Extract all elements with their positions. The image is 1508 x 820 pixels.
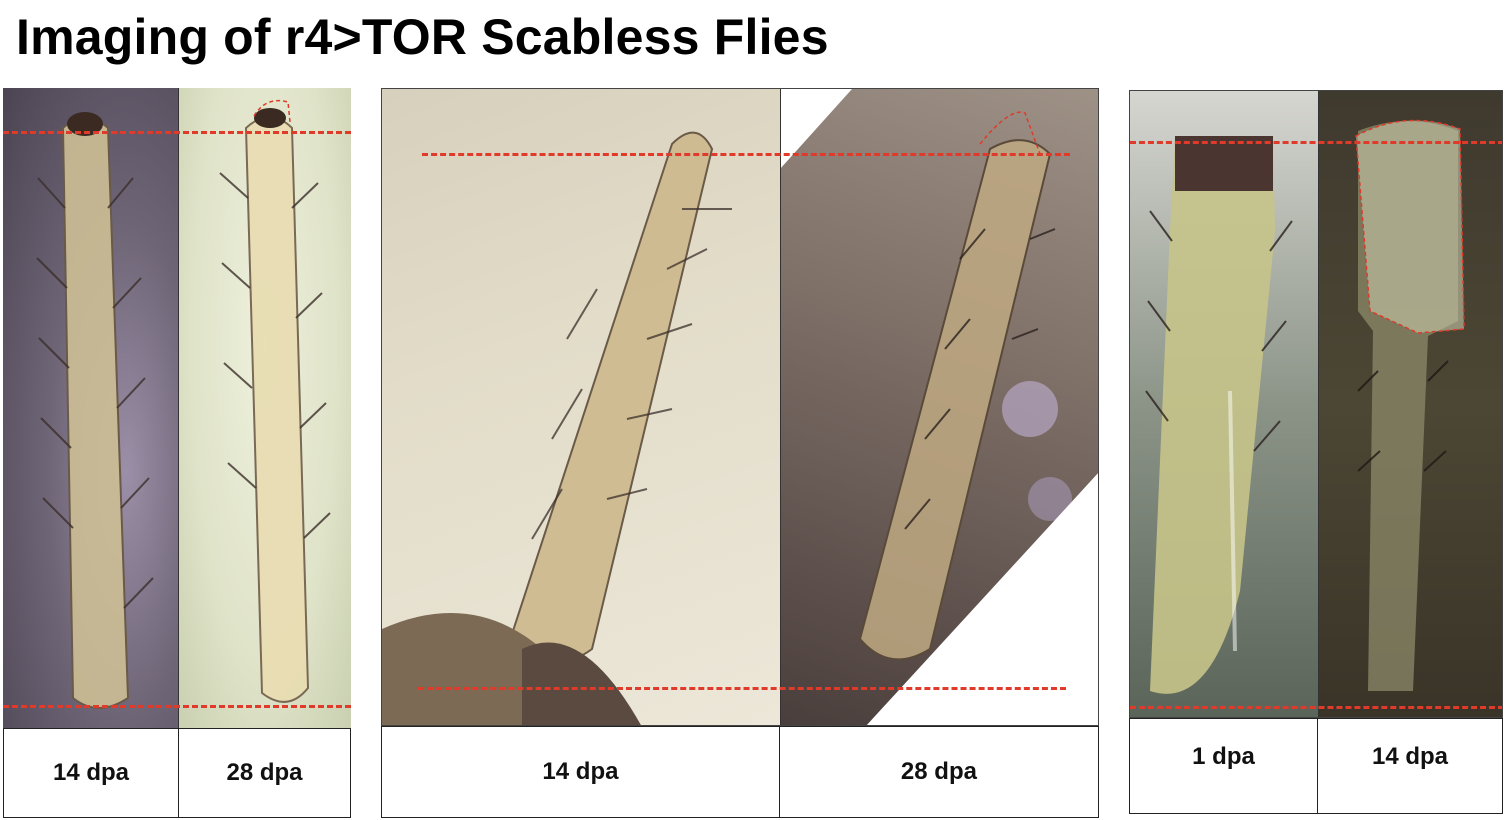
leg-segment-14dpa bbox=[1355, 119, 1465, 691]
leg-segment-28dpa bbox=[780, 89, 1098, 725]
panel-3-label-left: 1 dpa bbox=[1192, 743, 1255, 770]
panel-3-labels: 1 dpa 14 dpa bbox=[1129, 718, 1503, 814]
panel-3: 1 dpa 14 dpa bbox=[1129, 90, 1503, 816]
panel-1-image-14dpa bbox=[3, 88, 178, 728]
panel-3-images bbox=[1129, 90, 1503, 718]
panel-3-label-right: 14 dpa bbox=[1316, 719, 1502, 813]
panel-1: 14 dpa 28 dpa bbox=[3, 88, 351, 818]
panel-2: 14 dpa 28 dpa bbox=[381, 88, 1099, 818]
guide-line-bottom bbox=[3, 705, 351, 708]
panel-3-divider bbox=[1318, 91, 1319, 717]
panel-3-image-1dpa bbox=[1130, 91, 1318, 717]
guide-line-top bbox=[1130, 141, 1502, 144]
panel-1-labels: 14 dpa 28 dpa bbox=[3, 728, 351, 818]
leg-segment-28dpa bbox=[219, 99, 331, 703]
panel-2-labels: 14 dpa 28 dpa bbox=[381, 726, 1099, 818]
guide-line-bottom bbox=[418, 687, 1066, 690]
panel-1-image-28dpa bbox=[178, 88, 351, 728]
panel-1-images bbox=[3, 88, 351, 728]
panel-3-image-14dpa bbox=[1318, 91, 1502, 717]
panel-1-divider bbox=[178, 88, 179, 728]
figure-title: Imaging of r4>TOR Scabless Flies bbox=[16, 9, 829, 65]
guide-line-top bbox=[422, 153, 1070, 156]
panel-2-image-14dpa bbox=[382, 89, 780, 725]
guide-line-top bbox=[3, 131, 351, 134]
panel-1-label-left: 14 dpa bbox=[52, 759, 129, 786]
panel-1-label-right: 28 dpa bbox=[177, 729, 350, 817]
leg-segment-14dpa bbox=[36, 112, 154, 709]
panel-2-image-28dpa bbox=[780, 89, 1098, 725]
panel-2-divider bbox=[780, 89, 781, 725]
leg-segment-1dpa bbox=[1145, 136, 1293, 694]
guide-line-bottom bbox=[1130, 706, 1502, 709]
panel-2-images bbox=[381, 88, 1099, 726]
leg-segment-14dpa bbox=[382, 131, 732, 725]
panel-2-label-right: 28 dpa bbox=[778, 727, 1098, 817]
panel-2-label-left: 14 dpa bbox=[542, 758, 619, 785]
